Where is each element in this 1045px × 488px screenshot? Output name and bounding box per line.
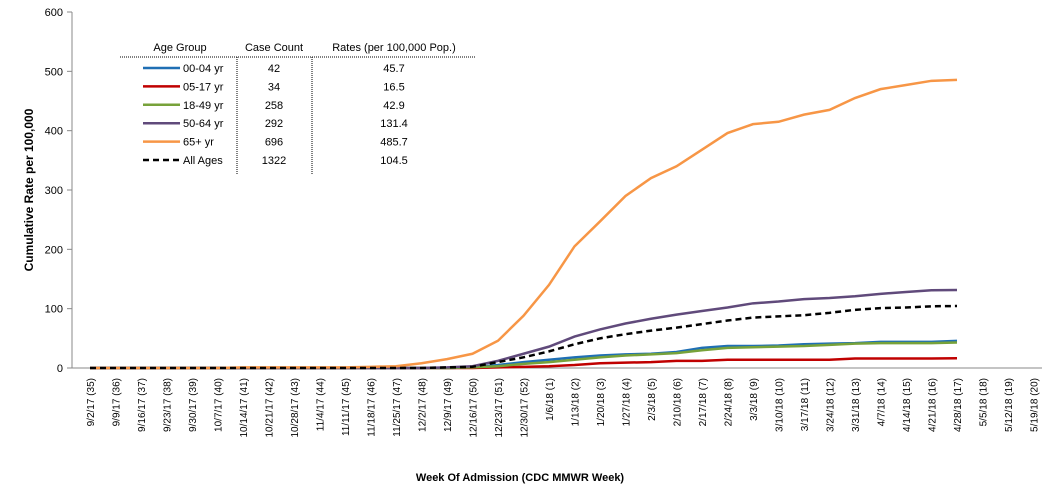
- x-tick-label: 3/3/18 (9): [749, 378, 760, 421]
- x-tick-label: 4/7/18 (14): [877, 378, 888, 426]
- legend-count: 1322: [262, 155, 286, 167]
- legend-rate: 131.4: [380, 118, 408, 130]
- x-tick-label: 9/2/17 (35): [86, 378, 97, 426]
- legend-label: 18-49 yr: [183, 100, 224, 112]
- x-tick-label: 11/4/17 (44): [316, 378, 327, 431]
- x-tick-label: 9/16/17 (37): [137, 378, 148, 432]
- x-tick-label: 12/23/17 (51): [494, 378, 505, 438]
- x-tick-label: 4/14/18 (15): [902, 378, 913, 432]
- x-tick-label: 9/9/17 (36): [112, 378, 123, 426]
- legend-label: 65+ yr: [183, 137, 214, 149]
- x-tick-label: 4/21/18 (16): [928, 378, 939, 432]
- legend-rate: 485.7: [380, 137, 408, 149]
- x-tick-label: 10/7/17 (40): [214, 378, 225, 432]
- legend-count: 258: [265, 100, 283, 112]
- x-tick-label: 3/17/18 (11): [800, 378, 811, 431]
- y-tick-label: 300: [45, 185, 63, 197]
- y-axis-title: Cumulative Rate per 100,000: [22, 108, 36, 271]
- x-tick-label: 12/16/17 (50): [469, 378, 480, 438]
- x-tick-label: 5/5/18 (18): [979, 378, 990, 426]
- y-tick-label: 500: [45, 66, 63, 78]
- x-tick-label: 12/30/17 (52): [520, 378, 531, 438]
- legend-label: All Ages: [183, 155, 223, 167]
- x-tick-label: 11/11/17 (45): [341, 378, 352, 436]
- x-tick-label: 9/23/17 (38): [163, 378, 174, 432]
- legend-count: 292: [265, 118, 283, 130]
- legend-count: 34: [268, 81, 280, 93]
- x-tick-label: 5/19/18 (20): [1030, 378, 1041, 432]
- x-tick-label: 1/27/18 (4): [622, 378, 633, 426]
- x-tick-label: 10/28/17 (43): [290, 378, 301, 438]
- y-tick-label: 200: [45, 244, 63, 256]
- x-tick-label: 3/31/18 (13): [851, 378, 862, 432]
- x-tick-label: 2/3/18 (5): [647, 378, 658, 421]
- x-tick-label: 3/24/18 (12): [826, 378, 837, 432]
- legend-label: 50-64 yr: [183, 118, 224, 130]
- x-tick-label: 3/10/18 (10): [775, 378, 786, 432]
- legend-header: Age Group: [153, 42, 206, 54]
- x-tick-label: 2/17/18 (7): [698, 378, 709, 426]
- legend-rate: 45.7: [383, 63, 404, 75]
- x-tick-label: 11/18/17 (46): [367, 378, 378, 437]
- x-tick-label: 2/10/18 (6): [673, 378, 684, 426]
- y-tick-label: 100: [45, 304, 63, 316]
- x-tick-label: 12/2/17 (48): [418, 378, 429, 432]
- legend-rate: 42.9: [383, 100, 404, 112]
- x-tick-label: 9/30/17 (39): [188, 378, 199, 432]
- legend-count: 42: [268, 63, 280, 75]
- legend-header: Rates (per 100,000 Pop.): [332, 42, 456, 54]
- x-tick-label: 10/14/17 (41): [239, 378, 250, 438]
- y-tick-label: 0: [57, 363, 63, 375]
- series-line: [90, 304, 958, 370]
- y-tick-label: 600: [45, 7, 63, 19]
- legend-label: 00-04 yr: [183, 63, 224, 75]
- y-tick-label: 400: [45, 126, 63, 138]
- x-tick-label: 1/6/18 (1): [545, 378, 556, 421]
- legend-label: 05-17 yr: [183, 81, 224, 93]
- legend-rate: 104.5: [380, 155, 408, 167]
- legend-rate: 16.5: [383, 81, 404, 93]
- x-tick-label: 10/21/17 (42): [265, 378, 276, 438]
- legend-table: Age Group Case Count Rates (per 100,000 …: [120, 42, 475, 174]
- x-tick-label: 1/20/18 (3): [596, 378, 607, 426]
- series-line: [90, 341, 958, 370]
- x-tick-label: 1/13/18 (2): [571, 378, 582, 426]
- legend-count: 696: [265, 137, 283, 149]
- x-tick-label: 12/9/17 (49): [443, 378, 454, 432]
- x-axis-title: Week Of Admission (CDC MMWR Week): [416, 472, 625, 484]
- x-tick-label: 2/24/18 (8): [724, 378, 735, 426]
- legend-header: Case Count: [245, 42, 303, 54]
- x-tick-label: 11/25/17 (47): [392, 378, 403, 437]
- x-tick-label: 4/28/18 (17): [953, 378, 964, 432]
- x-tick-label: 5/12/18 (19): [1004, 378, 1015, 432]
